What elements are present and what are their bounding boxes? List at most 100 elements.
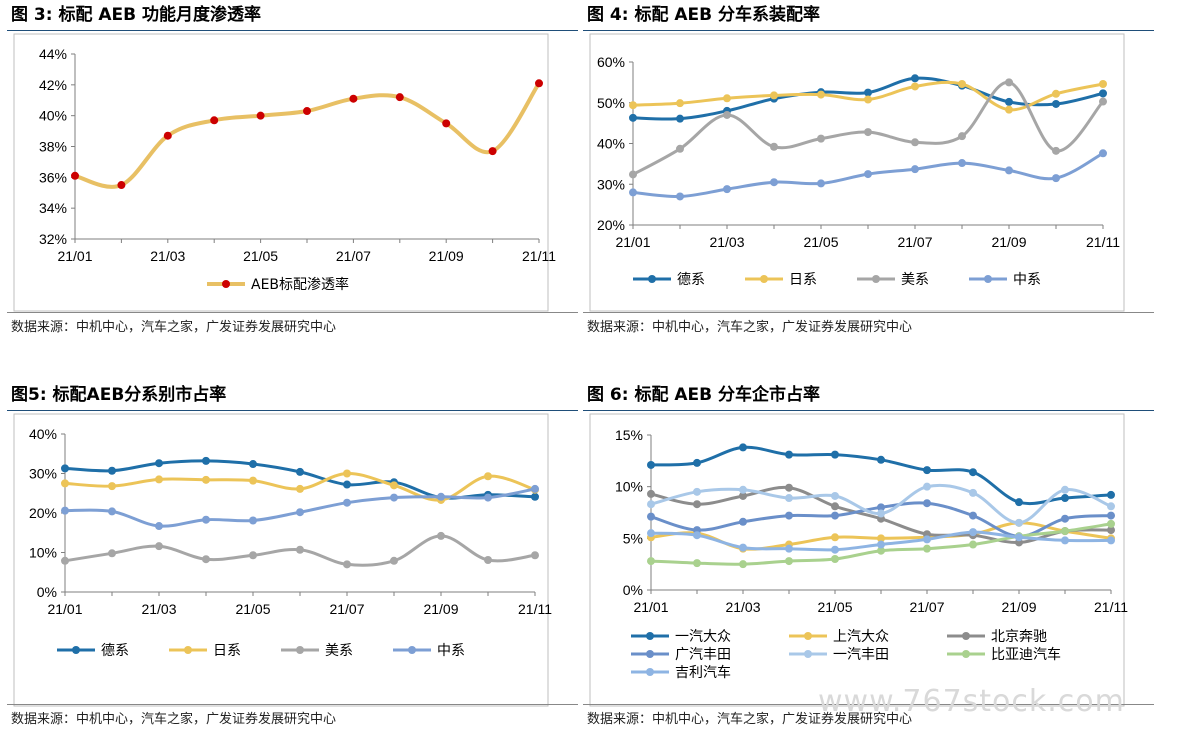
data-point [61,479,69,488]
chart-fig3-aeb-penetration: 32% 34% 36% 38% 40% 42% 44% 21/01 21/03 21/05 21/0… [13,33,556,312]
data-point [923,544,931,553]
y-tick-label: 38% [39,139,67,155]
data-point [911,74,919,83]
data-point [1099,89,1107,98]
data-point [437,492,445,501]
x-tick-label: 21/03 [141,601,176,617]
legend-marker [72,646,80,654]
data-point [249,460,257,469]
data-point [61,506,69,515]
data-point [676,114,684,123]
legend-marker [222,280,230,288]
x-tick-label: 21/05 [243,248,278,264]
data-point [117,181,126,190]
source-note: 数据来源：中机中心，汽车之家，广发证券发展研究中心 [583,312,1154,341]
data-point [969,468,977,477]
legend-label: 上汽大众 [833,629,889,645]
data-point [210,116,219,125]
data-point [249,551,257,560]
data-point [831,450,839,459]
data-point [484,493,492,502]
data-point [343,560,351,569]
data-point [1061,536,1069,545]
data-point [785,483,793,492]
data-point [629,113,637,122]
data-point [676,99,684,108]
x-tick-label: 21/03 [709,234,744,250]
data-point [911,82,919,91]
data-point [71,171,79,180]
chart-title: 图 3: 标配 AEB 功能月度渗透率 [7,0,578,31]
data-point [693,559,701,568]
chart-panel-fig4: 图 4: 标配 AEB 分车系装配率 20% 30% 40% 50% 60% 21/01 2… [583,0,1154,350]
data-point [647,529,655,538]
data-point [1052,89,1060,98]
source-note: 数据来源：中机中心，汽车之家，广发证券发展研究中心 [7,704,578,733]
data-point [1061,494,1069,503]
legend-marker [872,275,880,283]
chart-frame [589,33,1125,312]
data-point [785,557,793,566]
x-tick-label: 21/05 [817,599,852,615]
x-tick-label: 21/09 [429,248,464,264]
x-tick-label: 21/03 [725,599,760,615]
series-line [632,80,1105,176]
data-point [1061,527,1069,536]
chart-panel-fig3: 图 3: 标配 AEB 功能月度渗透率 32% 34% 36% 38% 40% 42% 44… [7,0,578,350]
data-point [923,482,931,491]
series-line [74,82,541,189]
data-point [1099,80,1107,89]
legend-label: 中系 [1013,272,1041,288]
legend-marker [408,646,416,654]
y-tick-label: 30% [597,176,625,192]
legend-label: 美系 [901,272,929,288]
data-point [1099,149,1107,158]
data-point [877,509,885,518]
chart-panel-fig6: 图 6: 标配 AEB 分车企市占率 0% 5% 10% 15% 21/01 21/03 2… [583,380,1154,740]
legend-marker [760,275,768,283]
legend-marker [804,632,812,640]
data-point [303,107,311,116]
legend-marker [984,275,992,283]
data-point [390,493,398,502]
data-point [969,511,977,520]
data-point [1052,99,1060,108]
data-point [647,557,655,566]
legend-marker [962,650,970,658]
y-tick-label: 60% [597,54,625,70]
data-point [296,484,304,493]
data-point [343,498,351,507]
data-point [1107,511,1115,520]
data-point [1015,533,1023,542]
data-point [202,555,210,564]
legend-label: 日系 [213,643,241,659]
chart-title: 图5: 标配AEB分系别市占率 [7,380,578,411]
data-point [969,540,977,549]
data-point [770,91,778,100]
data-point [877,534,885,543]
data-point [739,485,747,494]
data-point [647,460,655,469]
series-line [650,445,1112,506]
data-point [395,93,404,102]
data-point [958,132,966,141]
data-point [864,95,872,104]
y-tick-label: 50% [597,95,625,111]
data-point [1052,174,1060,183]
data-point [61,556,69,565]
y-tick-label: 40% [597,136,625,152]
data-point [739,443,747,452]
data-point [958,159,966,168]
data-point [864,88,872,97]
watermark: www.767stock.com [818,684,1125,719]
data-point [1015,498,1023,507]
data-point [1005,78,1013,87]
data-point [831,502,839,511]
data-point [202,456,210,465]
data-point [739,543,747,552]
chart-panel-fig5: 图5: 标配AEB分系别市占率 0% 10% 20% 30% 40% 21/01 21/03… [7,380,578,740]
data-point [484,472,492,481]
data-point [831,545,839,554]
legend-marker [648,275,656,283]
legend-marker [184,646,192,654]
